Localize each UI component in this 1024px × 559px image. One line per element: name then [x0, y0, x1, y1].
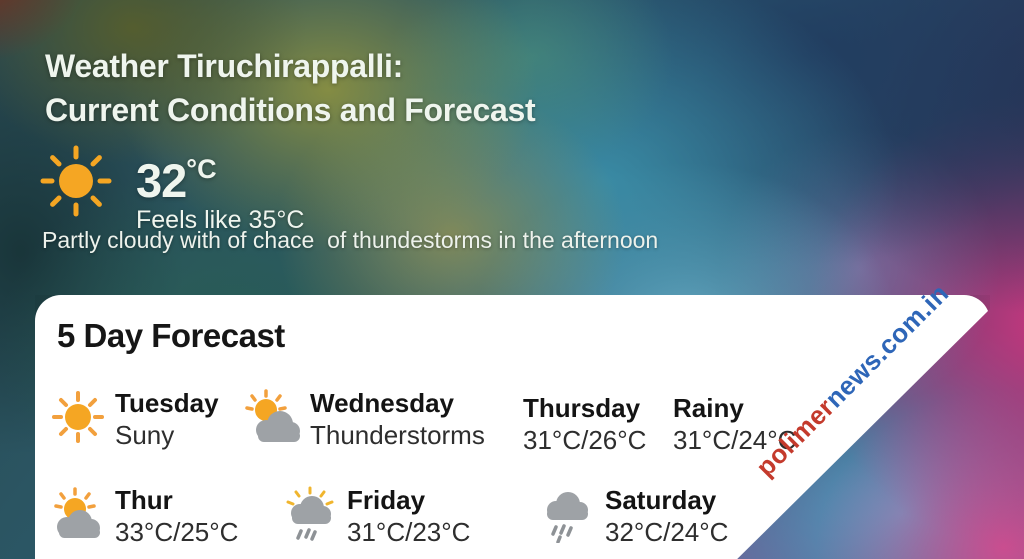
- forecast-day-saturday: Saturday 32°C/24°C: [539, 485, 728, 547]
- page-title: Weather Tiruchirappalli: Current Conditi…: [45, 44, 536, 132]
- day-detail: Thunderstorms: [310, 420, 485, 450]
- day-detail: 31°C/24°C: [673, 425, 797, 455]
- day-name: Friday: [347, 485, 426, 515]
- day-name: Thursday: [523, 393, 641, 423]
- day-detail: 32°C/24°C: [605, 517, 729, 547]
- day-name: Thur: [115, 485, 173, 515]
- forecast-title: 5 Day Forecast: [57, 317, 285, 354]
- day-detail: Suny: [115, 420, 175, 450]
- sun-icon: [40, 145, 112, 217]
- forecast-day-tuesday: Tuesday Suny: [49, 388, 219, 450]
- day-detail: 31°C/23°C: [347, 517, 471, 547]
- sun-icon: [49, 388, 107, 446]
- day-detail: 31°C/26°C: [523, 425, 647, 455]
- temp-unit: °C: [186, 154, 217, 184]
- page-title-line1: Weather Tiruchirappalli:: [45, 48, 403, 84]
- rain-cloud-sun-icon: [281, 485, 339, 543]
- forecast-day-thur: Thur 33°C/25°C: [49, 485, 238, 547]
- rain-cloud-icon: [539, 485, 597, 544]
- current-temperature: 32°C: [136, 145, 304, 205]
- temperature-block: 32°C Feels like 35°C: [136, 145, 304, 234]
- feels-like: Feels like 35°C: [136, 206, 305, 234]
- forecast-day-thursday: Thursday 31°C/26°C: [523, 393, 646, 455]
- day-name: Tuesday: [115, 388, 219, 418]
- temp-value: 32: [136, 154, 187, 207]
- day-name: Saturday: [605, 485, 717, 515]
- sun-behind-cloud-icon: [49, 485, 107, 543]
- sun-behind-cloud-icon: [244, 388, 302, 446]
- header: Weather Tiruchirappalli: Current Conditi…: [40, 44, 658, 253]
- conditions-description: Partly cloudy with of chace of thundesto…: [42, 227, 659, 253]
- current-conditions: 32°C Feels like 35°C: [40, 145, 304, 234]
- forecast-day-friday: Friday 31°C/23°C: [281, 485, 470, 547]
- page-title-line2: Current Conditions and Forecast: [45, 92, 536, 128]
- forecast-day-rainy: Rainy 31°C/24°C: [673, 393, 796, 455]
- day-detail: 33°C/25°C: [115, 517, 239, 547]
- day-name: Wednesday: [310, 388, 455, 418]
- day-name: Rainy: [673, 393, 744, 423]
- forecast-day-wednesday: Wednesday Thunderstorms: [244, 388, 485, 450]
